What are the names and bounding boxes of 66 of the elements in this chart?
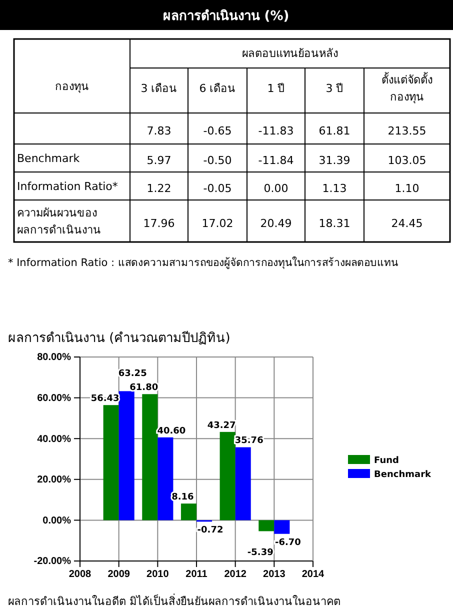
x-tick-label: 3 เดือน [140,82,178,95]
data-label: 61.80 [130,383,158,394]
text: ผลตอบแทนย้อนหลัง [242,47,338,60]
y-tick-label: 80.00% [37,352,72,364]
data-label: 20.49 [260,217,292,230]
data-label: 35.76 [234,436,264,446]
x-tick-label: ตั้งแต่จัดตั้ง กองทุน [382,72,432,104]
x-tick-label: 2013 [263,569,286,580]
bar [258,520,274,532]
x-tick-label: 2008 [68,569,92,580]
data-label: 7.83 [146,124,172,138]
text: กองทุน [55,80,89,93]
bar [142,394,158,520]
data-label: -0.65 [203,124,232,138]
y-tick-label: 40.00% [37,434,72,445]
data-label: 213.55 [388,124,426,138]
x-tick-label: 2009 [108,569,130,580]
data-label: -11.84 [258,154,294,167]
bar [235,447,251,520]
data-label: 18.31 [318,217,350,230]
bar [103,405,119,520]
bar [274,520,290,534]
x-tick-label: 1 ปี [267,82,285,95]
x-tick-label: 6 เดือน [199,82,236,95]
bar [220,432,236,520]
data-label: -0.05 [203,182,232,195]
data-label: 24.45 [391,217,423,230]
bar [118,391,134,520]
data-label: 5.97 [146,154,172,167]
legend-label: Fund [374,456,399,466]
text: * Information Ratio : แสดงความสามารถของผู้จัดการกองทุนในการสร้างผลตอบแทน [8,256,398,269]
y-tick-label: ความผันผวนของ ผลการดำเนินงาน [17,206,101,236]
text: ผลการดำเนินงานในอดีต มิได้เป็นสิ่งยืนยันผลการดำเนินงานในอนาคต [8,593,340,608]
bar [158,437,174,520]
y-tick-label: -20.00% [34,556,72,568]
data-label: 61.81 [318,124,350,138]
data-label: -11.83 [258,124,294,138]
x-tick-label: 2014 [302,569,325,580]
data-label: -6.70 [274,538,301,548]
data-label: 0.00 [264,182,288,195]
y-tick-label: 20.00% [37,474,72,486]
y-tick-label: Benchmark [17,152,80,165]
bar [180,504,196,520]
data-label: 103.05 [388,154,426,167]
data-label: 31.39 [318,154,350,167]
data-label: 63.25 [118,369,147,380]
data-label: 56.43 [90,394,120,404]
data-label: -0.72 [197,526,224,536]
x-tick-label: 2010 [146,569,170,580]
legend-label: Benchmark [374,470,432,480]
data-label: -5.39 [247,548,274,558]
y-tick-label: 60.00% [37,393,72,404]
x-tick-label: 3 ปี [326,82,344,95]
data-label: -0.50 [203,154,232,167]
chart-title: ผลการดำเนินงาน (คำนวณตามปีปฏิทิน) [8,330,230,346]
x-tick-label: 2011 [186,569,208,580]
chart-title: ผลการดำเนินงาน (%) [162,8,290,24]
y-tick-label: 0.00% [42,515,72,526]
y-tick-label: Information Ratio* [17,180,118,193]
data-label: 1.22 [146,182,172,195]
data-label: 1.10 [394,182,420,195]
data-label: 17.02 [202,217,234,230]
data-label: 17.96 [143,217,175,230]
data-label: 43.27 [207,420,236,431]
x-tick-label: 2012 [224,569,247,580]
data-label: 1.13 [322,182,347,195]
